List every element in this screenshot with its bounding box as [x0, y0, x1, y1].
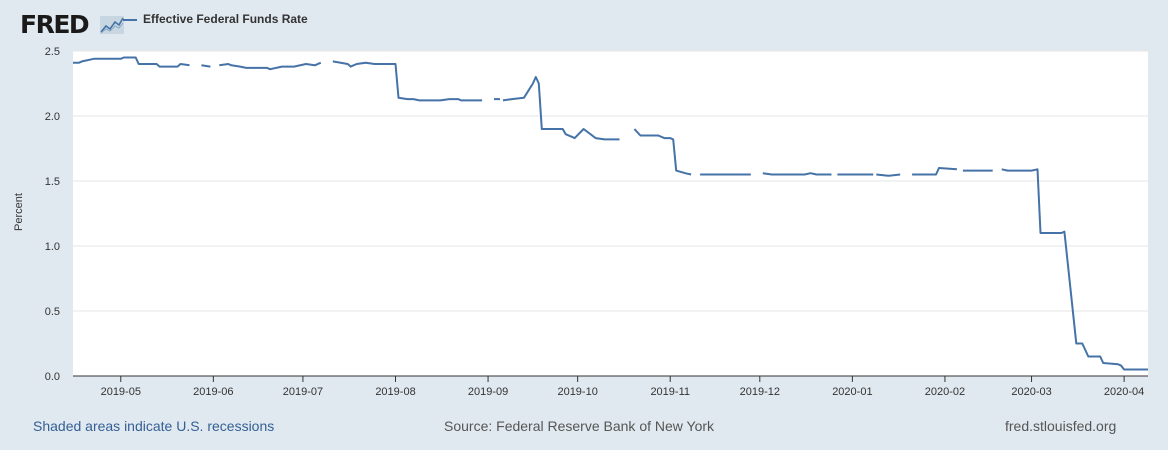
series-line-segment: [201, 64, 211, 68]
site-link[interactable]: fred.stlouisfed.org: [1005, 418, 1117, 434]
series-line-segment: [912, 167, 957, 176]
recession-note-link[interactable]: Shaded areas indicate U.S. recessions: [33, 418, 275, 434]
legend-swatch: [123, 18, 137, 21]
y-tick-label: 1.0: [45, 241, 60, 253]
series-line-segment: [762, 172, 832, 176]
y-axis-label: Percent: [13, 193, 25, 231]
legend-label: Effective Federal Funds Rate: [143, 12, 308, 26]
y-tick-label: 0.5: [45, 306, 60, 318]
x-tick-label: 2019-07: [283, 386, 323, 398]
x-tick-label: 2020-04: [1104, 386, 1144, 398]
series-line-segment: [219, 61, 322, 71]
source-text: Source: Federal Reserve Bank of New York: [444, 418, 715, 434]
series-line-segment: [1001, 168, 1148, 371]
chart-legend[interactable]: Effective Federal Funds Rate: [123, 12, 308, 26]
y-tick-labels: 0.0 0.5 1.0 1.5 2.0 2.5: [45, 46, 60, 383]
x-tick-label: 2020-03: [1011, 386, 1051, 398]
plot-area: [73, 51, 1148, 376]
series-line-segment: [502, 76, 620, 141]
x-tick-label: 2019-12: [740, 386, 780, 398]
series-line-segment: [876, 173, 901, 177]
x-tick-labels: 2019-05 2019-06 2019-07 2019-08 2019-09 2019-…: [101, 376, 1144, 398]
chart: 0.0 0.5 1.0 1.5 2.0 2.5 2019-05 2019-06 2019-07…: [13, 46, 1148, 398]
gridlines: [73, 50, 1148, 377]
x-tick-label: 2019-05: [101, 386, 141, 398]
series-effective-federal-funds-rate: [73, 56, 1148, 371]
x-tick-label: 2019-06: [193, 386, 233, 398]
x-tick-label: 2020-01: [832, 386, 872, 398]
x-tick-label: 2019-11: [650, 386, 690, 398]
x-tick-label: 2019-08: [375, 386, 415, 398]
y-tick-label: 2.5: [45, 46, 60, 58]
trend-line-chart-icon: [100, 16, 124, 34]
y-tick-label: 1.5: [45, 176, 60, 188]
y-tick-label: 2.0: [45, 111, 60, 123]
series-line-segment: [73, 56, 190, 68]
series-line-segment: [633, 128, 692, 176]
x-tick-label: 2019-10: [557, 386, 597, 398]
x-tick-label: 2020-02: [925, 386, 965, 398]
fred-logo-text: FRED: [20, 10, 90, 39]
series-line-segment: [332, 60, 483, 102]
y-tick-label: 0.0: [45, 371, 60, 383]
x-tick-label: 2019-09: [468, 386, 508, 398]
